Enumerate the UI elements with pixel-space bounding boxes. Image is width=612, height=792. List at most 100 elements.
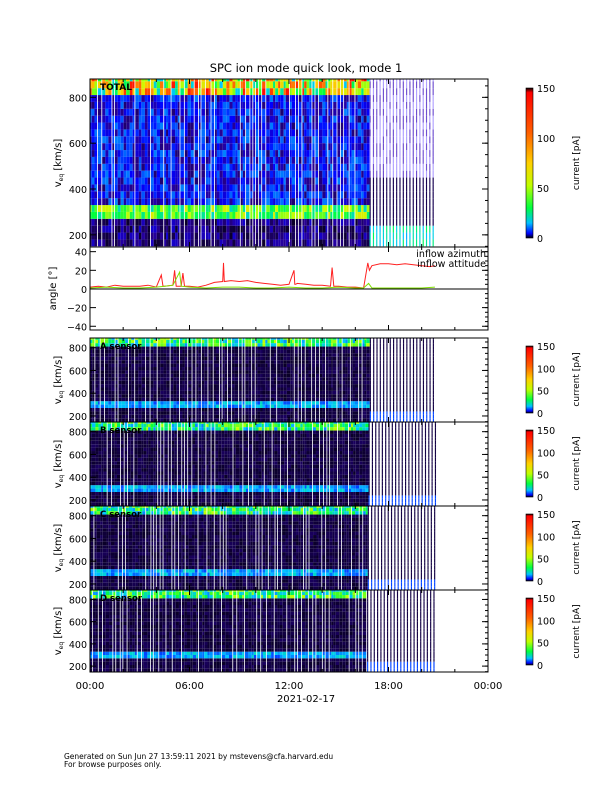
spectrogram-cell: [312, 338, 316, 340]
spectrogram-cell: [250, 101, 253, 109]
spectrogram-cell: [100, 370, 105, 374]
spectrogram-cell: [302, 156, 305, 164]
spectrogram-cell: [392, 211, 394, 219]
spectrogram-cell: [198, 380, 201, 385]
spectrogram-cell: [179, 360, 183, 364]
y-tick-label: 400: [69, 185, 87, 196]
spectrogram-cell: [138, 122, 142, 130]
spectrogram-cell: [102, 232, 106, 240]
spectrogram-cell: [325, 177, 328, 185]
spectrogram-cell: [196, 338, 199, 340]
spectrogram-cell: [131, 338, 135, 340]
spectrogram-cell: [188, 370, 192, 374]
spectrogram-cell: [120, 143, 124, 151]
spectrogram-cell: [227, 363, 232, 368]
spectrogram-cell: [222, 418, 225, 422]
spectrogram-cell: [97, 170, 102, 178]
spectrogram-cell: [132, 184, 135, 192]
spectrogram-cell: [227, 404, 232, 408]
spectrogram-cell: [298, 414, 301, 419]
spectrogram-cell: [239, 338, 242, 340]
spectrogram-cell: [290, 367, 293, 371]
spectrogram-cell: [160, 88, 164, 96]
spectrogram-cell: [179, 370, 183, 374]
spectrogram-cell: [295, 101, 298, 109]
spectrogram-cell: [111, 401, 115, 405]
spectrogram-cell: [326, 411, 329, 415]
spectrogram-cell: [138, 384, 142, 388]
spectrogram-cell: [298, 115, 302, 123]
spectrogram-cell: [211, 225, 215, 233]
spectrogram-cell: [347, 408, 350, 412]
spectrogram-cell: [304, 211, 307, 219]
spectrogram-cell: [115, 411, 118, 415]
spectrogram-cell: [234, 370, 239, 374]
spectrogram-cell: [255, 170, 259, 178]
spectrogram-cell: [328, 404, 332, 408]
spectrogram-cell: [229, 232, 233, 240]
spectrogram-cell: [406, 232, 408, 240]
spectrogram-cell: [259, 205, 262, 212]
spectrogram-cell: [123, 163, 127, 171]
spectrogram-cell: [141, 143, 145, 151]
spectrogram-cell: [273, 205, 276, 212]
spectrogram-cell: [301, 367, 305, 371]
spectrogram-cell: [97, 239, 102, 247]
spectrogram-cell: [144, 136, 148, 144]
spectrogram-cell: [342, 404, 346, 408]
spectrogram-cell: [128, 346, 132, 350]
spectrogram-cell: [164, 95, 167, 102]
spectrogram-cell: [219, 346, 222, 350]
spectrogram-cell: [351, 232, 355, 240]
spectrogram-cell: [177, 81, 180, 89]
spectrogram-cell: [325, 88, 328, 96]
spectrogram-cell: [205, 122, 209, 130]
spectrogram-cell: [339, 404, 342, 408]
spectrogram-cell: [115, 373, 118, 378]
spectrogram-cell: [409, 108, 411, 116]
spectrogram-cell: [292, 338, 294, 340]
spectrogram-cell: [386, 129, 388, 137]
spectrogram-cell: [170, 394, 174, 398]
spectrogram-cell: [361, 232, 364, 240]
spectrogram-cell: [255, 408, 258, 412]
spectrogram-cell: [345, 377, 348, 381]
spectrogram-cell: [340, 232, 344, 240]
spectrogram-cell: [322, 225, 326, 233]
spectrogram-cell: [409, 136, 411, 144]
spectrogram-cell: [346, 225, 349, 233]
spectrogram-cell: [141, 156, 145, 164]
spectrogram-cell: [111, 414, 115, 419]
spectrogram-cell: [234, 367, 239, 371]
spectrogram-cell: [211, 81, 215, 89]
spectrogram-cell: [308, 370, 312, 374]
spectrogram-cell: [318, 177, 323, 185]
spectrogram-cell: [129, 218, 133, 226]
spectrogram-cell: [198, 170, 201, 178]
spectrogram-cell: [396, 81, 398, 89]
spectrogram-cell: [246, 163, 250, 171]
spectrogram-cell: [382, 232, 384, 240]
spectrogram-cell: [188, 353, 192, 357]
spectrogram-cell: [208, 404, 211, 408]
spectrogram-cell: [92, 363, 95, 368]
spectrogram-cell: [192, 408, 196, 412]
spectrogram-cell: [219, 191, 223, 199]
spectrogram-cell: [315, 401, 319, 405]
spectrogram-cell: [222, 239, 227, 247]
spectrogram-cell: [315, 177, 318, 185]
spectrogram-cell: [235, 232, 238, 240]
spectrogram-cell: [90, 418, 93, 422]
spectrogram-cell: [382, 88, 384, 96]
spectrogram-cell: [102, 115, 106, 123]
spectrogram-cell: [344, 143, 347, 151]
spectrogram-cell: [301, 418, 305, 422]
spectrogram-cell: [302, 198, 305, 206]
spectrogram-cell: [306, 122, 310, 130]
spectrogram-cell: [344, 115, 347, 123]
spectrogram-cell: [160, 408, 164, 412]
spectrogram-cell: [283, 184, 286, 192]
spectrogram-cell: [312, 401, 316, 405]
spectrogram-cell: [315, 414, 319, 419]
spectrogram-cell: [265, 353, 268, 357]
